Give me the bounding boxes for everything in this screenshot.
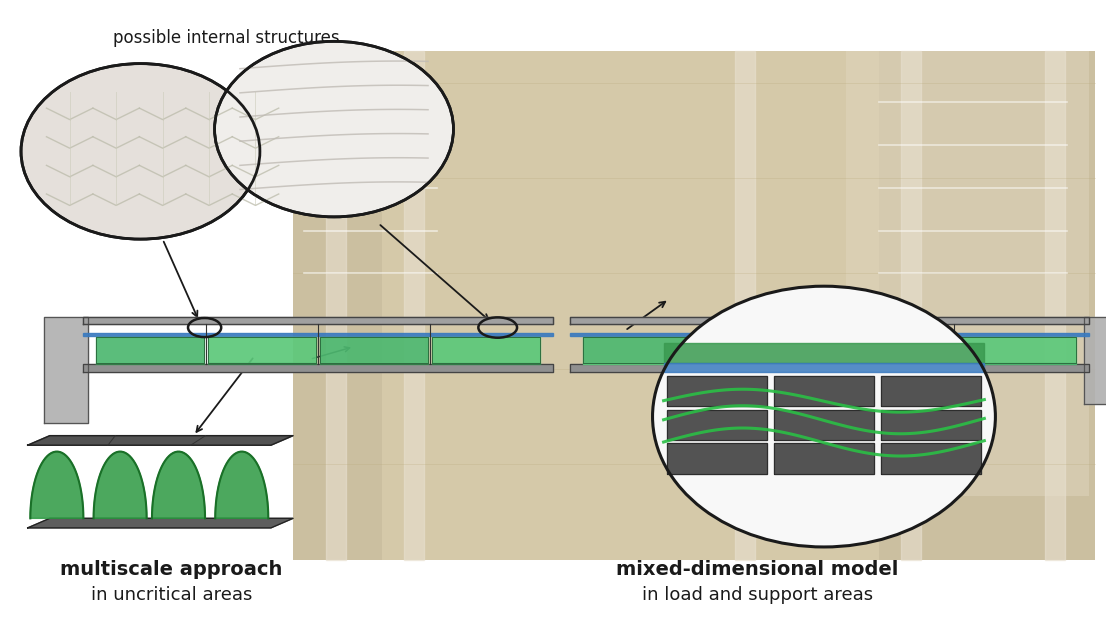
Bar [293, 51, 1095, 560]
Polygon shape [432, 363, 540, 364]
Polygon shape [880, 410, 981, 440]
Text: possible internal structures: possible internal structures [114, 29, 340, 46]
Polygon shape [30, 452, 83, 518]
Polygon shape [832, 363, 951, 364]
Polygon shape [96, 337, 204, 363]
Polygon shape [667, 376, 768, 406]
Text: in uncritical areas: in uncritical areas [91, 586, 252, 604]
Polygon shape [432, 337, 540, 363]
Polygon shape [83, 364, 553, 372]
Polygon shape [956, 337, 1076, 363]
Polygon shape [708, 337, 827, 363]
Text: in load and support areas: in load and support areas [643, 586, 873, 604]
Polygon shape [583, 363, 703, 364]
Ellipse shape [215, 41, 453, 217]
Polygon shape [570, 364, 1089, 372]
Polygon shape [28, 436, 293, 445]
Polygon shape [664, 343, 984, 363]
Polygon shape [774, 443, 874, 474]
Polygon shape [320, 337, 428, 363]
Polygon shape [208, 337, 316, 363]
Polygon shape [1045, 51, 1065, 560]
Polygon shape [83, 333, 553, 336]
Polygon shape [1084, 317, 1106, 404]
Polygon shape [901, 51, 921, 560]
Polygon shape [216, 452, 269, 518]
Ellipse shape [653, 286, 995, 547]
Polygon shape [44, 317, 88, 423]
Polygon shape [774, 376, 874, 406]
Polygon shape [667, 443, 768, 474]
Polygon shape [570, 317, 1089, 324]
Polygon shape [735, 51, 755, 560]
Polygon shape [404, 51, 424, 560]
Polygon shape [664, 363, 984, 372]
Polygon shape [832, 337, 951, 363]
Bar [846, 51, 1089, 496]
Polygon shape [152, 452, 205, 518]
Bar [382, 51, 879, 560]
Polygon shape [774, 410, 874, 440]
Polygon shape [708, 363, 827, 364]
Polygon shape [320, 363, 428, 364]
Ellipse shape [21, 64, 260, 239]
Polygon shape [956, 363, 1076, 364]
Polygon shape [583, 337, 703, 363]
Polygon shape [208, 363, 316, 364]
Polygon shape [326, 51, 346, 560]
Polygon shape [880, 443, 981, 474]
Text: mixed-dimensional model: mixed-dimensional model [616, 560, 899, 579]
Polygon shape [880, 376, 981, 406]
Polygon shape [667, 410, 768, 440]
Polygon shape [28, 518, 293, 528]
Text: multiscale approach: multiscale approach [60, 560, 283, 579]
Polygon shape [570, 333, 1089, 336]
Polygon shape [83, 317, 553, 324]
Polygon shape [96, 363, 204, 364]
Polygon shape [94, 452, 147, 518]
